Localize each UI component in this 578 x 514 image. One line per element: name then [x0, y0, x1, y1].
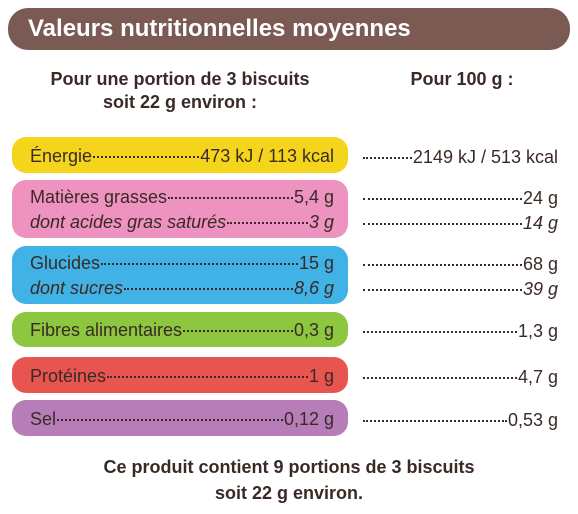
- nutrient-row: Fibres alimentaires 0,3 g: [12, 312, 348, 347]
- leader-dots: [93, 155, 200, 158]
- leader-dots: [107, 375, 308, 378]
- leader-dots: [363, 331, 517, 333]
- nutrient-line: Protéines 1 g: [30, 364, 334, 389]
- per100-cell: 68 g 39 g: [362, 246, 558, 306]
- nutrient-row: Glucides 15 g dont sucres 8,6 g: [12, 246, 348, 304]
- per100-line: 39 g: [362, 277, 558, 302]
- per100-cell: 0,53 g: [362, 400, 558, 438]
- portion-value: 15 g: [298, 253, 334, 273]
- per100-value: 0,53 g: [507, 409, 558, 430]
- nutrient-line: Énergie 473 kJ / 113 kcal: [30, 144, 334, 169]
- nutrient-line: Matières grasses 5,4 g: [30, 185, 334, 210]
- per100-line: 2149 kJ / 513 kcal: [362, 145, 558, 170]
- per100-value: 1,3 g: [517, 321, 558, 341]
- leader-dots: [363, 223, 522, 225]
- per100-cell: 2149 kJ / 513 kcal: [362, 137, 558, 175]
- portion-value: 5,4 g: [293, 187, 334, 207]
- leader-dots: [363, 264, 522, 266]
- leader-dots: [183, 330, 293, 332]
- per100-value: 68 g: [522, 254, 558, 274]
- per100-cell: 24 g 14 g: [362, 180, 558, 240]
- nutrient-line: Fibres alimentaires 0,3 g: [30, 318, 334, 343]
- per100-line: 68 g: [362, 252, 558, 277]
- per100-line: 4,7 g: [362, 365, 558, 390]
- per100-line: 0,53 g: [362, 408, 558, 433]
- leader-dots: [227, 222, 308, 224]
- header-title: Valeurs nutritionnelles moyennes: [8, 8, 570, 50]
- nutrient-row: Protéines 1 g: [12, 357, 348, 393]
- leader-dots: [101, 263, 298, 265]
- per100-value: 4,7 g: [517, 366, 558, 387]
- nutrient-label: Sel: [30, 408, 57, 429]
- nutrient-line: Sel 0,12 g: [30, 407, 334, 432]
- portion-header: Pour une portion de 3 biscuits soit 22 g…: [12, 68, 348, 114]
- leader-dots: [363, 156, 412, 159]
- leader-dots: [168, 197, 293, 199]
- per100-line: 14 g: [362, 211, 558, 236]
- nutrient-label: dont acides gras saturés: [30, 212, 227, 232]
- footer-line: Ce produit contient 9 portions de 3 bisc…: [103, 457, 475, 477]
- portion-value: 1 g: [308, 365, 334, 386]
- nutrient-label: Glucides: [30, 253, 101, 273]
- nutrient-label: Matières grasses: [30, 187, 168, 207]
- leader-dots: [363, 289, 522, 291]
- nutrient-row: Sel 0,12 g: [12, 400, 348, 436]
- per100-cell: 1,3 g: [362, 312, 558, 349]
- per100-value: 39 g: [522, 279, 558, 299]
- nutrient-line: Glucides 15 g: [30, 251, 334, 276]
- per100-value: 2149 kJ / 513 kcal: [412, 146, 558, 167]
- portion-header-line: soit 22 g environ :: [102, 92, 258, 112]
- leader-dots: [363, 376, 517, 379]
- portion-value: 0,12 g: [283, 408, 334, 429]
- per100-line: 24 g: [362, 186, 558, 211]
- nutrient-line: dont sucres 8,6 g: [30, 276, 334, 301]
- portion-header-line: Pour une portion de 3 biscuits: [50, 69, 310, 89]
- per100-header: Pour 100 g :: [410, 69, 514, 89]
- footer-line: soit 22 g environ.: [214, 483, 364, 503]
- portion-value: 0,3 g: [293, 320, 334, 340]
- per100-value: 14 g: [522, 213, 558, 233]
- nutrient-row: Matières grasses 5,4 g dont acides gras sa…: [12, 180, 348, 238]
- per100-line: 1,3 g: [362, 319, 558, 344]
- nutrient-label: Protéines: [30, 365, 107, 386]
- per100-cell: 4,7 g: [362, 357, 558, 395]
- leader-dots: [57, 418, 283, 421]
- nutrient-row: Énergie 473 kJ / 113 kcal: [12, 137, 348, 173]
- nutrient-label: dont sucres: [30, 278, 124, 298]
- per100-value: 24 g: [522, 188, 558, 208]
- leader-dots: [124, 288, 293, 290]
- leader-dots: [363, 198, 522, 200]
- portion-value: 3 g: [308, 212, 334, 232]
- nutrient-label: Énergie: [30, 145, 93, 166]
- leader-dots: [363, 419, 507, 422]
- nutrient-label: Fibres alimentaires: [30, 320, 183, 340]
- portion-value: 8,6 g: [293, 278, 334, 298]
- nutrient-line: dont acides gras saturés 3 g: [30, 210, 334, 235]
- portion-value: 473 kJ / 113 kcal: [200, 145, 334, 166]
